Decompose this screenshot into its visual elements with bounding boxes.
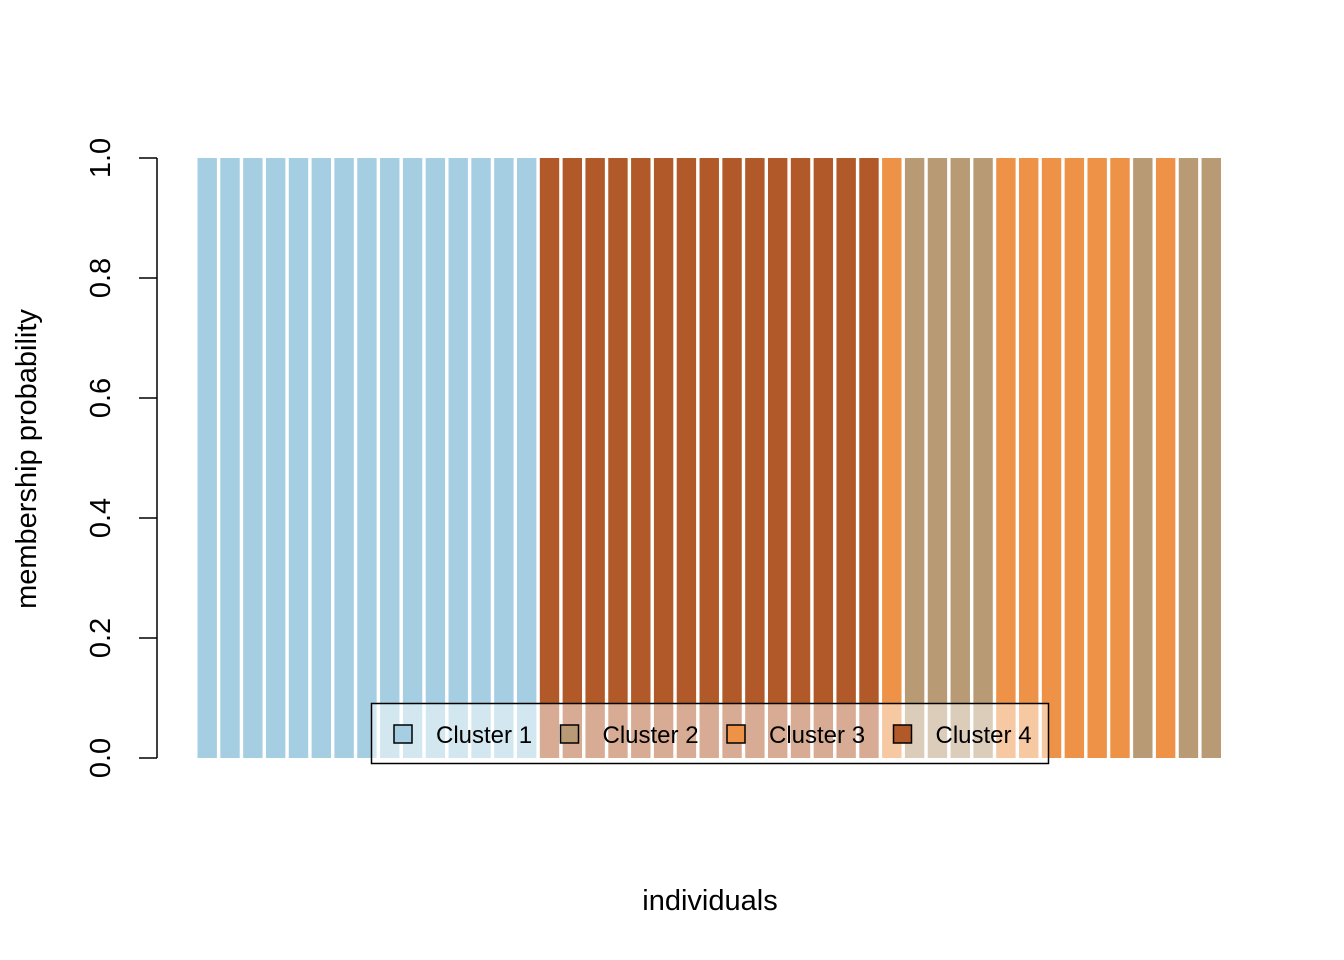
bar-individual-24 xyxy=(722,158,742,758)
bar-individual-21 xyxy=(653,158,674,758)
legend-label-cluster-4: Cluster 4 xyxy=(936,722,1032,749)
bar-individual-45 xyxy=(1201,158,1221,758)
x-axis-label: individuals xyxy=(642,885,777,917)
bar-individual-14 xyxy=(494,158,514,758)
legend-box xyxy=(370,702,1050,765)
bar-individual-23 xyxy=(699,158,719,758)
bar-individual-33 xyxy=(927,158,948,758)
bar-individual-26 xyxy=(768,158,788,758)
bar-individual-17 xyxy=(562,158,583,758)
bar-individual-31 xyxy=(882,158,902,758)
bar-individual-19 xyxy=(608,158,628,758)
bar-individual-36 xyxy=(996,158,1016,758)
bar-individual-42 xyxy=(1133,158,1153,758)
y-tick-label: 1.0 xyxy=(85,138,117,178)
bar-individual-22 xyxy=(676,158,697,758)
y-tick-label: 0.6 xyxy=(85,378,117,418)
bar-individual-10 xyxy=(402,158,423,758)
bar-individual-40 xyxy=(1087,158,1107,758)
bar-individual-16 xyxy=(539,158,560,758)
bar-individual-18 xyxy=(585,158,605,758)
legend-swatch-cluster-1 xyxy=(393,724,413,744)
bars-group xyxy=(197,158,1221,758)
bar-individual-20 xyxy=(631,158,651,758)
bar-individual-8 xyxy=(357,158,377,758)
bar-individual-2 xyxy=(220,158,240,758)
bar-individual-7 xyxy=(334,158,354,758)
y-tick-label: 0.2 xyxy=(85,618,117,658)
bar-individual-39 xyxy=(1064,158,1085,758)
bar-individual-28 xyxy=(813,158,834,758)
bar-individual-5 xyxy=(288,158,309,758)
bar-individual-29 xyxy=(836,158,856,758)
y-tick-label: 0.0 xyxy=(85,738,117,778)
legend-label-cluster-2: Cluster 2 xyxy=(603,722,699,749)
y-tick-label: 0.4 xyxy=(85,498,117,538)
bar-individual-44 xyxy=(1178,158,1199,758)
legend-swatch-cluster-3 xyxy=(726,724,746,744)
bar-individual-41 xyxy=(1110,158,1130,758)
bar-individual-13 xyxy=(471,158,491,758)
y-axis: 0.0 0.2 0.4 0.6 0.8 1.0 xyxy=(85,138,158,778)
bar-individual-11 xyxy=(425,158,446,758)
bar-individual-4 xyxy=(265,158,286,758)
bar-individual-30 xyxy=(859,158,879,758)
bar-individual-1 xyxy=(197,158,217,758)
bar-individual-12 xyxy=(448,158,468,758)
bar-individual-35 xyxy=(973,158,993,758)
bar-individual-15 xyxy=(516,158,537,758)
bar-individual-37 xyxy=(1019,158,1039,758)
bar-individual-6 xyxy=(311,158,331,758)
legend-label-cluster-1: Cluster 1 xyxy=(436,722,532,749)
y-tick-label: 0.8 xyxy=(85,258,117,298)
bar-individual-9 xyxy=(380,158,400,758)
bar-individual-43 xyxy=(1155,158,1176,758)
legend: Cluster 1 Cluster 2 Cluster 3 Cluster 4 xyxy=(370,702,1050,765)
bar-individual-25 xyxy=(745,158,765,758)
bar-individual-38 xyxy=(1041,158,1062,758)
legend-swatch-cluster-4 xyxy=(892,724,913,744)
legend-swatch-cluster-2 xyxy=(559,724,580,744)
bar-individual-3 xyxy=(243,158,263,758)
bar-individual-27 xyxy=(790,158,811,758)
y-axis-label: membership probability xyxy=(11,309,43,609)
legend-label-cluster-3: Cluster 3 xyxy=(769,722,865,749)
bar-individual-32 xyxy=(904,158,925,758)
bar-individual-34 xyxy=(950,158,970,758)
